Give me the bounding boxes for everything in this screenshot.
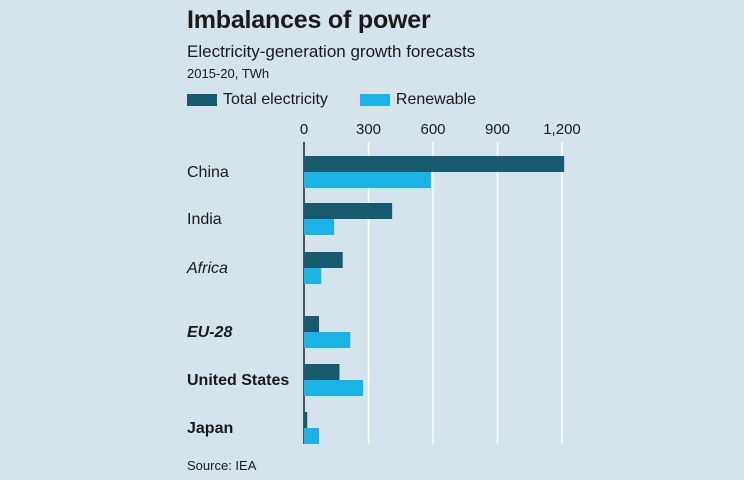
x-tick-label: 900 <box>485 121 510 138</box>
legend-swatch-renewable <box>359 94 390 106</box>
category-label: Africa <box>186 260 228 277</box>
bar-total-china <box>304 156 565 172</box>
legend-label-total: Total electricity <box>223 91 328 108</box>
legend-label-renewable: Renewable <box>395 91 476 108</box>
bar-renewable-india <box>304 219 335 235</box>
chart-title: Imbalances of power <box>187 6 431 34</box>
bar-renewable-united-states <box>304 380 364 396</box>
legend: Total electricity Renewable <box>187 90 508 110</box>
category-label: India <box>187 211 222 228</box>
source-note: Source: IEA <box>187 458 257 473</box>
legend-item-total: Total electricity <box>187 91 328 109</box>
legend-swatch-total <box>187 94 217 106</box>
category-label: Japan <box>187 420 233 437</box>
bar-total-africa <box>304 252 343 268</box>
category-label: United States <box>187 372 289 389</box>
x-tick-label: 600 <box>420 121 445 138</box>
bar-total-india <box>304 203 393 219</box>
bar-total-eu-28 <box>304 316 320 332</box>
chart-units: 2015-20, TWh <box>187 66 270 81</box>
bar-total-united-states <box>304 364 340 380</box>
x-tick-label: 1,200 <box>543 121 581 138</box>
x-tick-label: 300 <box>356 121 381 138</box>
category-label: EU-28 <box>187 324 232 341</box>
chart-subtitle: Electricity-generation growth forecasts <box>187 42 476 61</box>
bar-renewable-eu-28 <box>304 332 351 348</box>
bar-total-japan <box>304 412 308 428</box>
category-label: China <box>187 164 229 181</box>
legend-item-renewable: Renewable <box>359 91 476 109</box>
bar-renewable-japan <box>304 428 320 444</box>
x-tick-label: 0 <box>300 121 308 138</box>
bar-renewable-china <box>304 172 431 188</box>
bar-renewable-africa <box>304 268 322 284</box>
